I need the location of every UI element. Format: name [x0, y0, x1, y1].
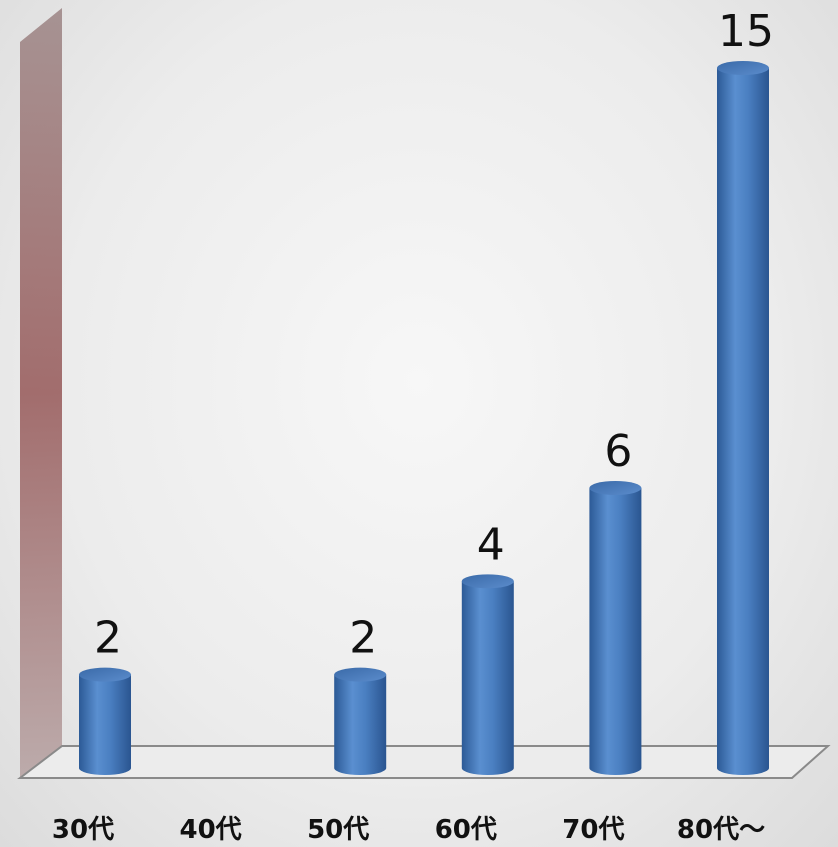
x-tick-label: 50代: [307, 815, 369, 845]
x-tick-label: 60代: [435, 815, 497, 845]
bar-cap: [334, 667, 387, 682]
data-label: 6: [604, 426, 632, 477]
data-labels: 2 2 4 6 15: [94, 6, 774, 664]
x-tick-label: 30代: [52, 815, 114, 845]
bar-cap: [717, 61, 769, 75]
bar-series: [79, 61, 769, 776]
x-axis-ticks: 30代 40代 50代 60代 70代 80代～: [52, 815, 765, 845]
bar-body: [461, 581, 514, 776]
data-label: 2: [94, 613, 122, 664]
bar-body: [334, 674, 387, 776]
bar: [717, 61, 769, 775]
x-tick-label: 80代～: [677, 815, 765, 845]
x-tick-label: 70代: [562, 815, 624, 845]
chart-floor: [17, 745, 831, 779]
x-tick-label: 40代: [180, 815, 242, 845]
bar-cap: [79, 667, 131, 682]
bar: [79, 667, 131, 775]
bar: [334, 667, 387, 776]
data-label: 4: [477, 519, 505, 570]
bar-cap: [461, 574, 514, 589]
bar-body: [589, 488, 642, 776]
bar: [461, 574, 514, 776]
bar: [589, 481, 642, 776]
bar-cap: [589, 481, 642, 495]
chart-back-wall: [20, 8, 62, 778]
data-label: 15: [718, 6, 774, 57]
bar-body: [717, 68, 769, 775]
bar-body: [79, 674, 131, 775]
data-label: 2: [349, 613, 377, 664]
